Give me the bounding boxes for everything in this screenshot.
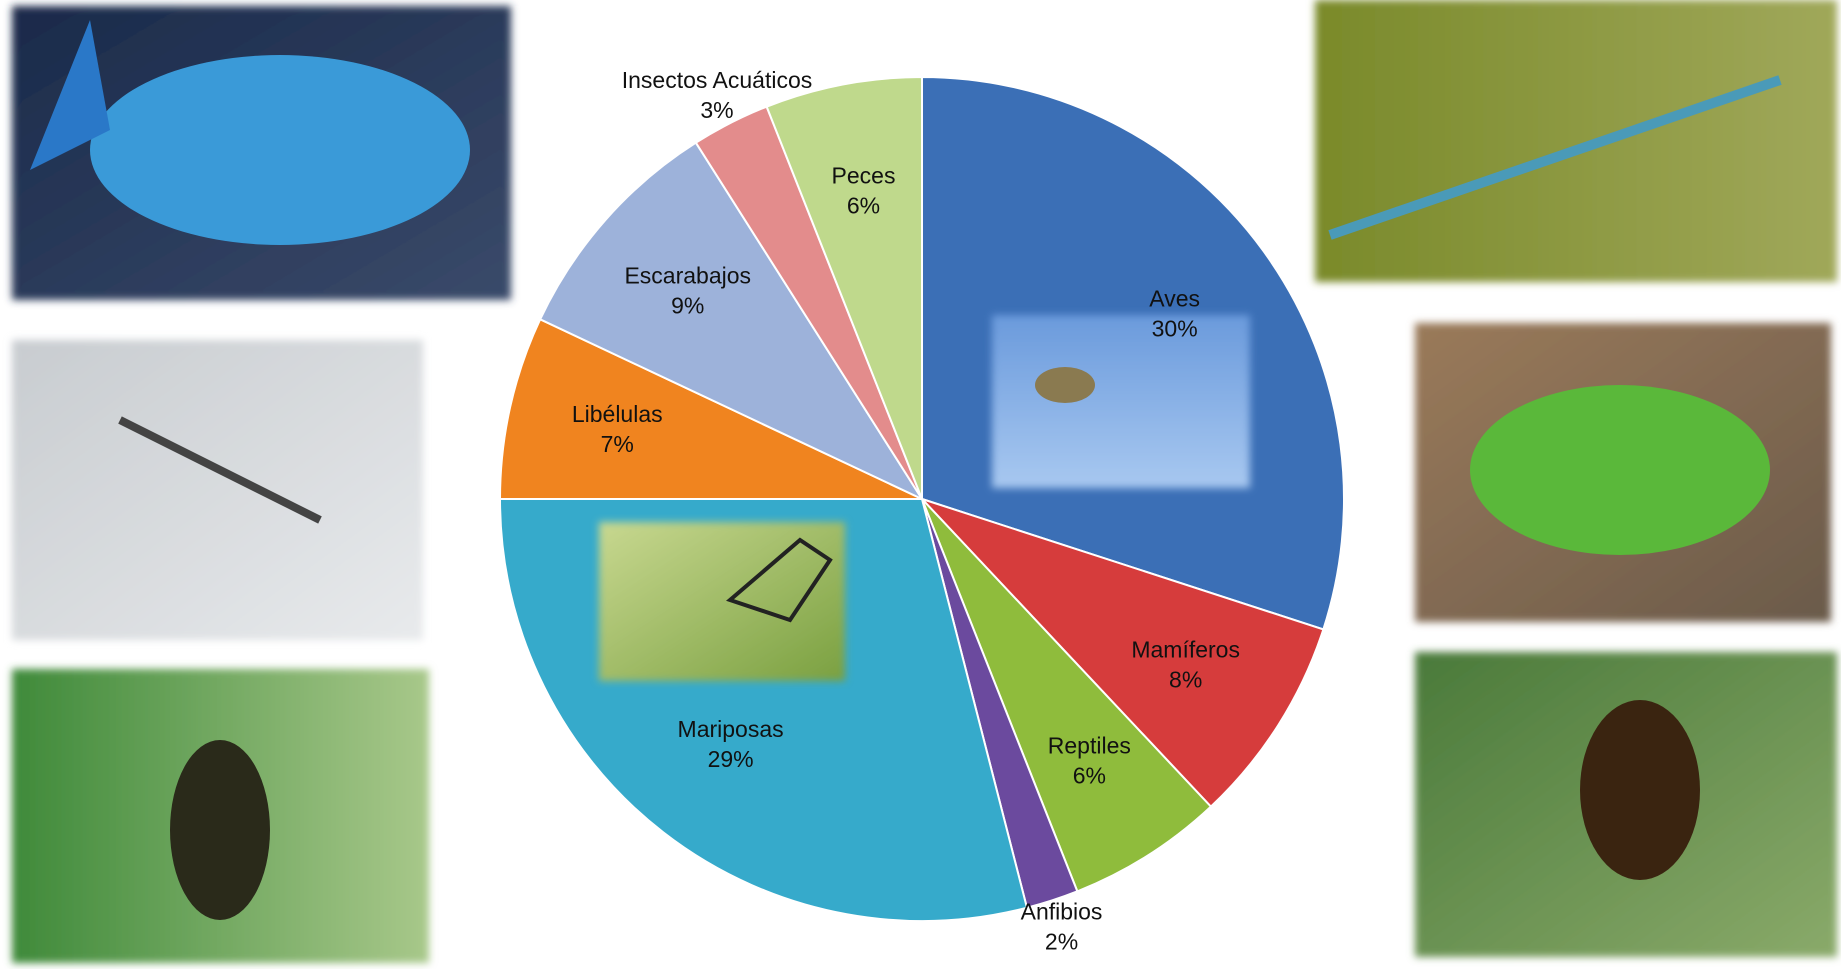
bird-photo xyxy=(992,315,1250,488)
slice-value: 29% xyxy=(708,746,754,772)
slice-value: 6% xyxy=(847,192,880,218)
slice-label: Anfibios xyxy=(1021,899,1103,925)
pie-chart xyxy=(500,77,1344,921)
slice-value: 6% xyxy=(1073,763,1106,789)
slice-label: Mamíferos xyxy=(1131,636,1240,662)
strider-photo xyxy=(12,340,423,640)
slice-value: 9% xyxy=(671,293,704,319)
slice-label: Insectos Acuáticos xyxy=(622,67,813,93)
slice-label: Mariposas xyxy=(678,716,784,742)
fish-body xyxy=(90,55,470,245)
slice-value: 2% xyxy=(1045,929,1078,955)
slice-value: 7% xyxy=(601,431,634,457)
slice-label: Peces xyxy=(832,162,896,188)
bird-body xyxy=(1035,367,1095,403)
monkey-body xyxy=(1580,700,1700,880)
slice-label: Escarabajos xyxy=(624,263,751,289)
page: Aves 30% Mamíferos 8% Reptiles 6% Anfibios 2% Ma… xyxy=(0,0,1841,969)
slice-label: Aves xyxy=(1149,286,1200,312)
slice-label: Libélulas xyxy=(572,401,663,427)
slice-value: 30% xyxy=(1152,316,1198,342)
slice-label: Reptiles xyxy=(1048,733,1131,759)
slice-value: 3% xyxy=(700,97,733,123)
frog-body xyxy=(1470,385,1770,555)
slice-value: 8% xyxy=(1169,666,1202,692)
grasshopper-body xyxy=(170,740,270,920)
dragonfly-photo xyxy=(1315,0,1837,282)
